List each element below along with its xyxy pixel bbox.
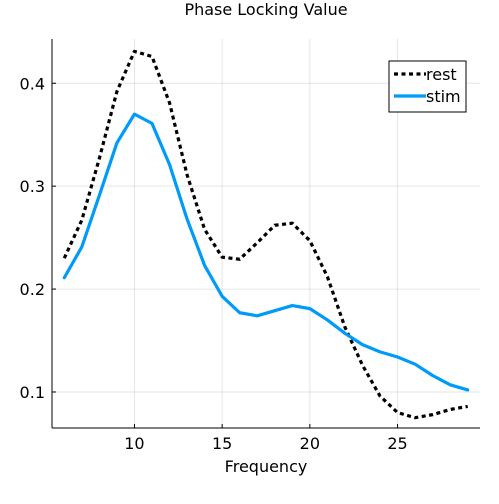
x-tick-label-3: 25 — [387, 434, 407, 453]
y-tick-label-0: 0.1 — [20, 383, 45, 402]
x-tick-label-1: 15 — [212, 434, 232, 453]
x-tick-label-2: 20 — [300, 434, 320, 453]
series-line-rest — [62, 49, 468, 420]
legend-box — [388, 60, 467, 113]
y-tick-label-1: 0.2 — [20, 280, 45, 299]
chart-title: Phase Locking Value — [184, 0, 347, 19]
tick-labels: 10 15 20 25 0.1 0.2 0.3 0.4 — [20, 74, 408, 453]
series-line-stim — [62, 112, 470, 392]
y-tick-label-3: 0.4 — [20, 74, 45, 93]
legend[interactable]: rest stim — [388, 60, 467, 113]
legend-label-rest: rest — [426, 65, 457, 84]
legend-label-stim: stim — [426, 87, 461, 106]
series-lines — [62, 49, 470, 420]
axes — [51, 39, 480, 429]
x-tick-label-0: 10 — [124, 434, 144, 453]
y-tick-label-2: 0.3 — [20, 177, 45, 196]
x-axis-label: Frequency — [225, 457, 308, 476]
